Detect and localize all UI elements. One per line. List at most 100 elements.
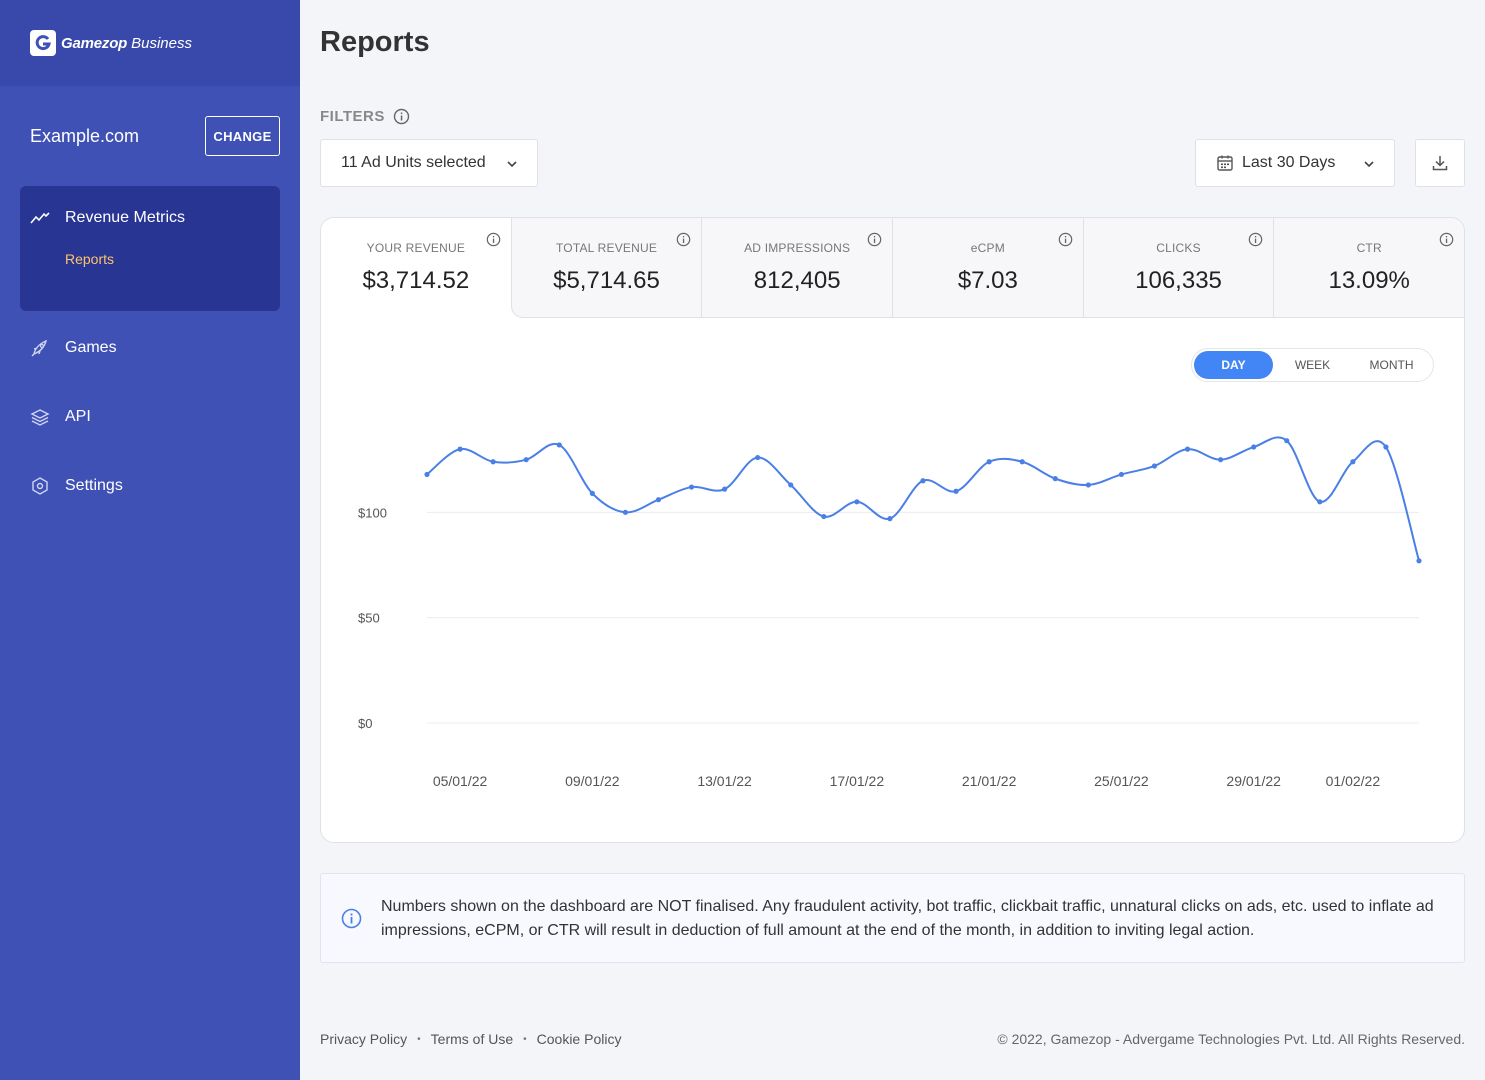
sidebar-item-label: Revenue Metrics	[65, 209, 186, 226]
footer-links: Privacy Policy • Terms of Use • Cookie P…	[320, 1031, 621, 1047]
disclaimer-notice: Numbers shown on the dashboard are NOT f…	[320, 873, 1465, 963]
separator-dot: •	[417, 1033, 421, 1045]
data-point[interactable]	[854, 499, 860, 505]
data-point[interactable]	[1251, 444, 1257, 450]
metric-value: $7.03	[957, 267, 1018, 294]
metric-ctr[interactable]: CTR 13.09%	[1273, 218, 1464, 318]
metric-label: AD IMPRESSIONS	[744, 241, 851, 255]
data-point[interactable]	[1218, 457, 1224, 463]
x-tick-label: 17/01/22	[830, 773, 885, 789]
data-point[interactable]	[688, 484, 695, 490]
data-point[interactable]	[1284, 438, 1290, 444]
brand-name: Gamezop	[61, 34, 128, 52]
nav-active-section	[20, 186, 280, 311]
metric-label: CTR	[1356, 241, 1382, 255]
metric-value: $3,714.52	[362, 267, 470, 294]
data-point[interactable]	[1184, 446, 1191, 452]
data-point[interactable]	[556, 442, 562, 448]
calendar-icon	[1217, 155, 1233, 171]
gamezop-logo-icon	[30, 30, 56, 56]
brand-sub: Business	[131, 34, 192, 52]
data-point[interactable]	[788, 482, 794, 488]
info-icon	[341, 908, 362, 929]
metric-total-revenue[interactable]: TOTAL REVENUE $5,714.65	[510, 218, 702, 318]
change-site-button[interactable]: CHANGE	[205, 116, 280, 156]
data-point[interactable]	[1151, 463, 1158, 469]
metrics-row: YOUR REVENUE $3,714.52 TOTAL REVENUE $5,…	[321, 218, 1464, 318]
filters-label: FILTERS	[320, 108, 410, 125]
data-point[interactable]	[589, 490, 595, 496]
sidebar: Gamezop Business Example.com CHANGE Reve…	[0, 0, 300, 1080]
x-tick-label: 21/01/22	[962, 773, 1017, 789]
data-point[interactable]	[821, 513, 827, 520]
chevron-down-icon	[1364, 161, 1374, 168]
rocket-icon	[30, 338, 50, 358]
data-point[interactable]	[655, 497, 662, 503]
metric-your-revenue[interactable]: YOUR REVENUE $3,714.52	[321, 218, 511, 318]
data-point[interactable]	[1350, 459, 1356, 465]
info-icon[interactable]	[676, 232, 691, 247]
privacy-policy-link[interactable]: Privacy Policy	[320, 1031, 408, 1047]
filters-label-text: FILTERS	[320, 108, 385, 125]
info-icon[interactable]	[1248, 232, 1263, 247]
metric-label: eCPM	[970, 241, 1005, 255]
data-point[interactable]	[1118, 471, 1124, 478]
data-point[interactable]	[1317, 499, 1323, 505]
metric-clicks[interactable]: CLICKS 106,335	[1082, 218, 1274, 318]
x-tick-label: 25/01/22	[1094, 773, 1149, 789]
download-icon	[1432, 156, 1448, 171]
data-point[interactable]	[920, 478, 926, 484]
data-point[interactable]	[1383, 444, 1389, 450]
metric-value: $5,714.65	[553, 267, 660, 294]
date-range-select[interactable]: Last 30 Days	[1195, 139, 1395, 187]
sidebar-item-settings[interactable]: Settings	[30, 476, 123, 496]
data-point[interactable]	[755, 454, 761, 461]
data-point[interactable]	[424, 471, 430, 478]
notice-text: Numbers shown on the dashboard are NOT f…	[381, 898, 1434, 939]
brand-header[interactable]: Gamezop Business	[0, 0, 300, 86]
info-icon[interactable]	[486, 232, 501, 247]
copyright: © 2022, Gamezop - Advergame Technologies…	[997, 1031, 1465, 1047]
ad-units-select[interactable]: 11 Ad Units selected	[320, 139, 538, 187]
metric-label: CLICKS	[1156, 241, 1201, 255]
info-icon[interactable]	[1058, 232, 1073, 247]
sidebar-item-revenue-metrics[interactable]: Revenue Metrics	[30, 208, 185, 228]
data-point[interactable]	[887, 516, 893, 522]
y-tick-label: $100	[358, 505, 387, 520]
toggle-month[interactable]: MONTH	[1369, 358, 1414, 372]
info-icon[interactable]	[867, 232, 882, 247]
download-button[interactable]	[1415, 139, 1465, 187]
toggle-week[interactable]: WEEK	[1294, 358, 1331, 372]
sidebar-item-label: Settings	[65, 477, 123, 494]
sidebar-item-label: Games	[65, 339, 117, 356]
metric-ecpm[interactable]: eCPM $7.03	[892, 218, 1083, 318]
data-point[interactable]	[722, 486, 728, 492]
separator-dot: •	[523, 1033, 527, 1045]
data-point[interactable]	[1416, 558, 1422, 564]
cookie-policy-link[interactable]: Cookie Policy	[536, 1031, 622, 1047]
data-point[interactable]	[1085, 482, 1091, 488]
data-point[interactable]	[953, 488, 959, 494]
data-point[interactable]	[622, 509, 628, 515]
info-icon[interactable]	[393, 108, 410, 125]
data-point[interactable]	[523, 457, 529, 463]
hexagon-settings-icon	[30, 476, 50, 496]
data-point[interactable]	[457, 446, 463, 452]
toggle-day[interactable]: DAY	[1194, 351, 1273, 379]
metric-label: TOTAL REVENUE	[555, 241, 658, 255]
sidebar-item-api[interactable]: API	[30, 407, 91, 427]
data-point[interactable]	[490, 459, 496, 465]
metric-value: 106,335	[1135, 267, 1222, 294]
data-point[interactable]	[986, 459, 992, 465]
metric-ad-impressions[interactable]: AD IMPRESSIONS 812,405	[701, 218, 893, 318]
x-tick-label: 13/01/22	[697, 773, 752, 789]
x-tick-label: 05/01/22	[433, 773, 488, 789]
x-tick-label: 29/01/22	[1226, 773, 1281, 789]
chevron-down-icon	[507, 161, 517, 168]
sidebar-item-games[interactable]: Games	[30, 338, 117, 358]
terms-of-use-link[interactable]: Terms of Use	[430, 1031, 514, 1047]
info-icon[interactable]	[1439, 232, 1454, 247]
data-point[interactable]	[1019, 459, 1025, 465]
data-point[interactable]	[1052, 476, 1058, 482]
sidebar-subitem-reports[interactable]: Reports	[65, 251, 115, 267]
